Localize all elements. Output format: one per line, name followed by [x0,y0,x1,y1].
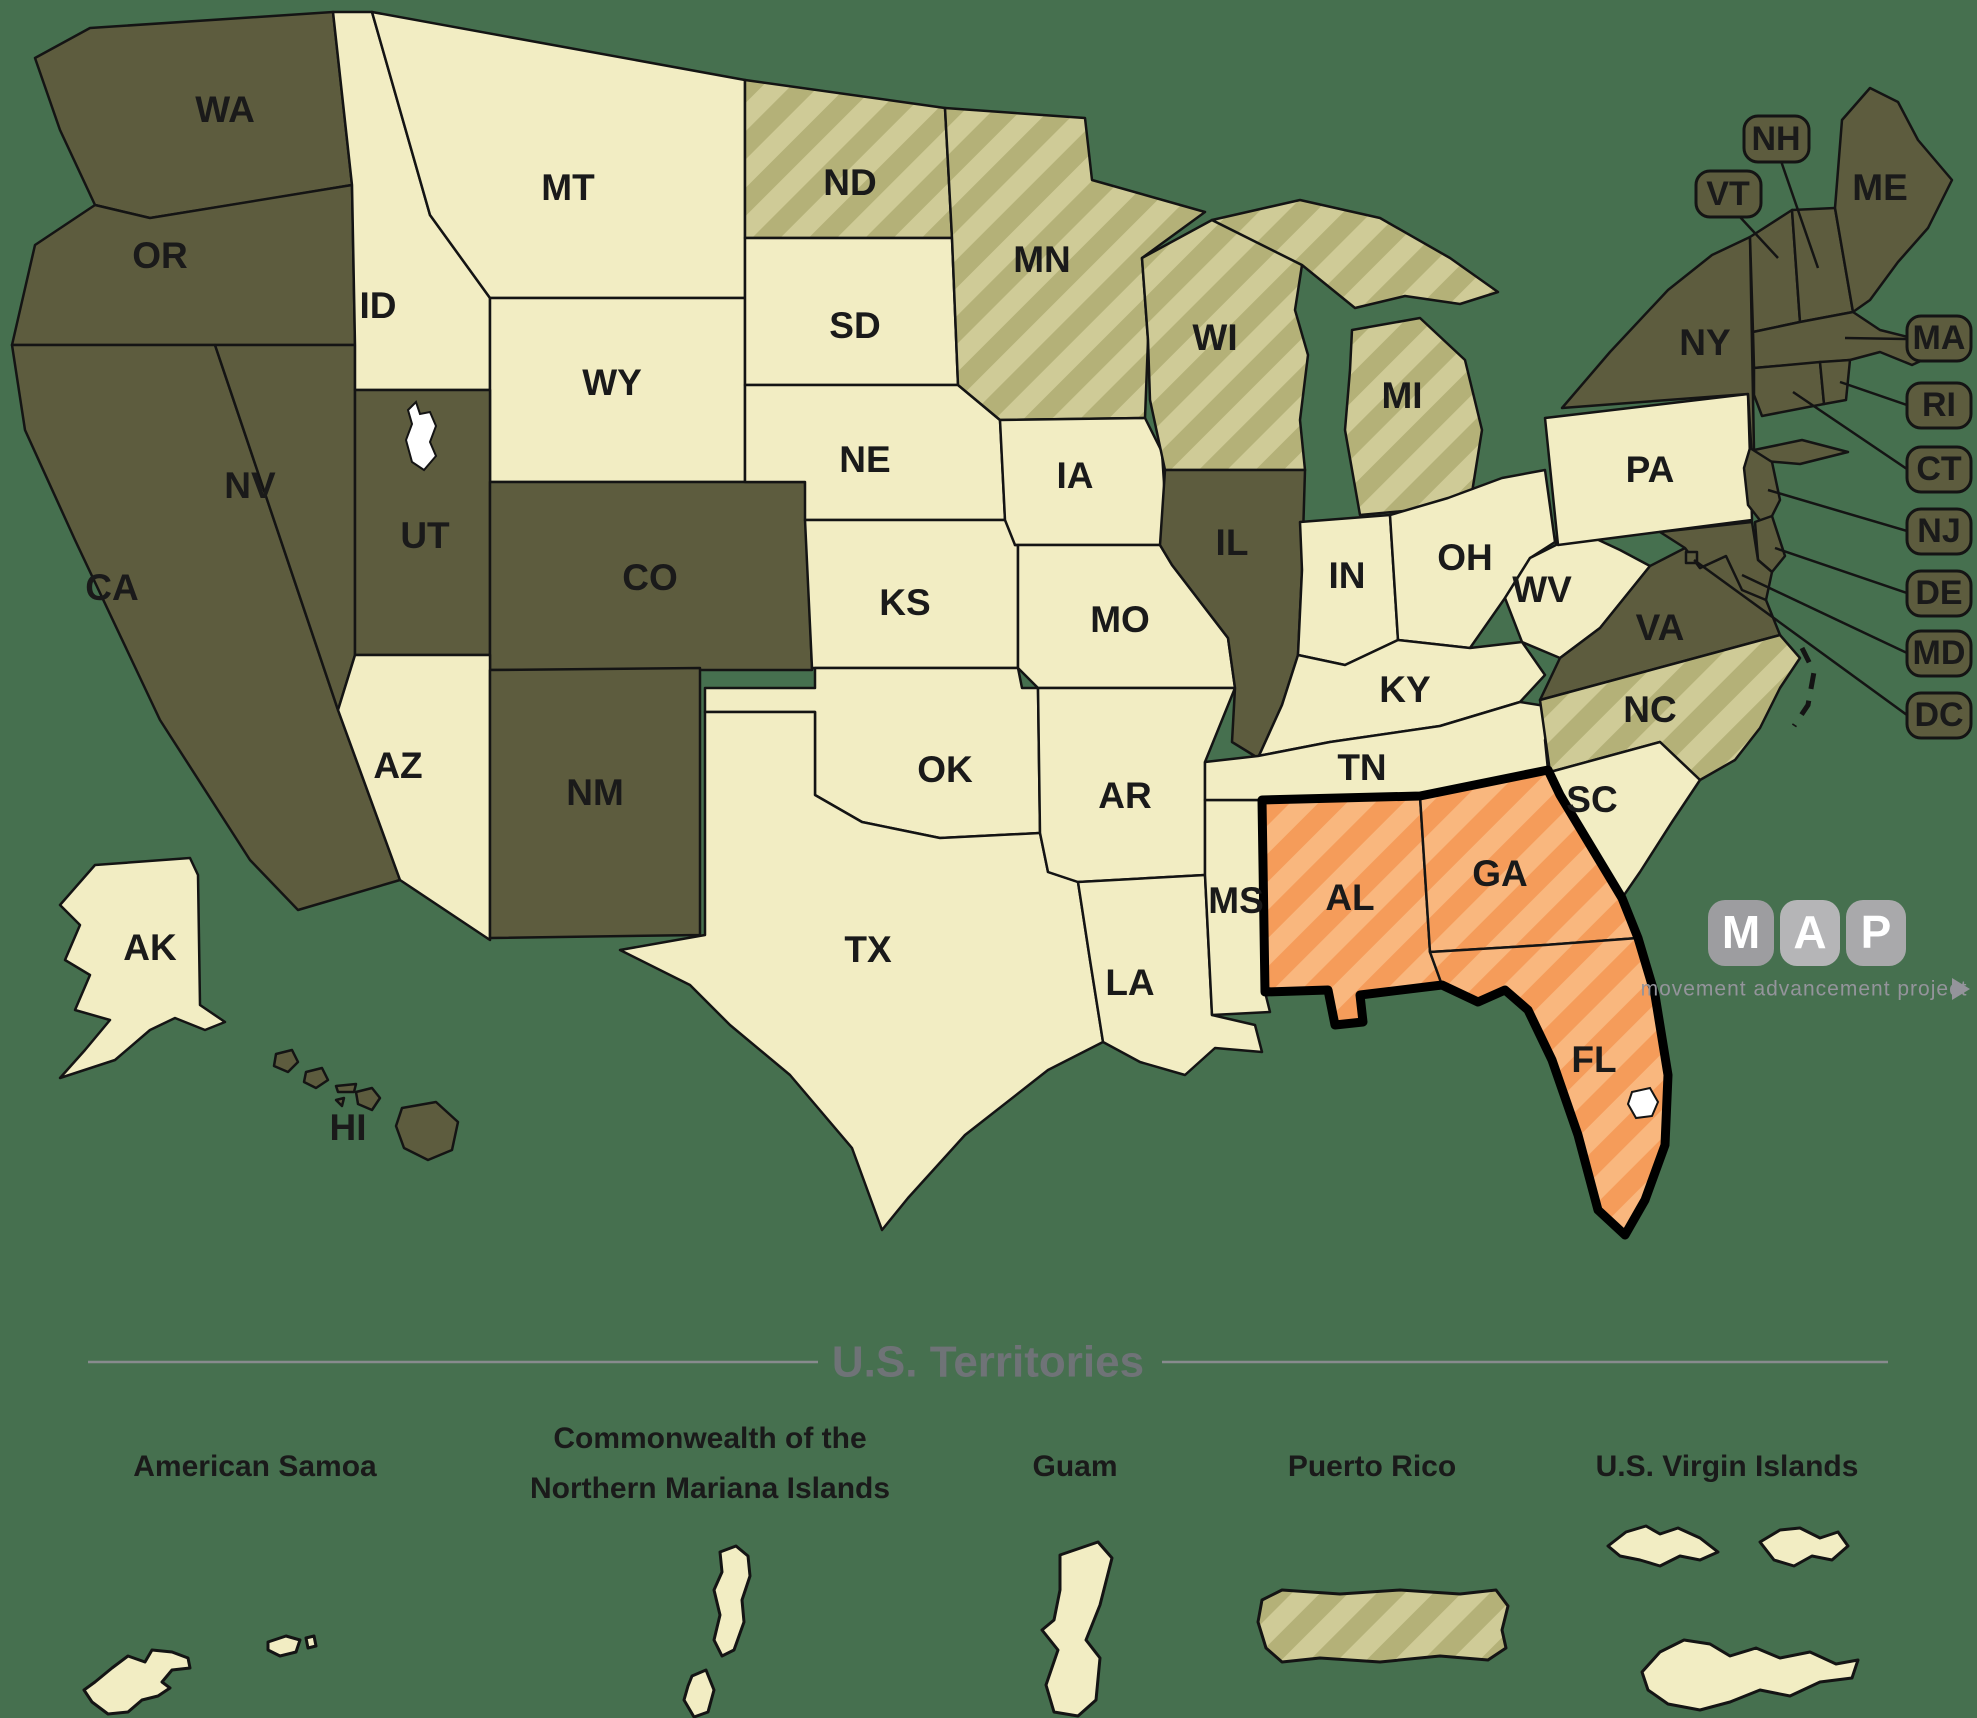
badge-ri[interactable]: RI [1905,381,1973,430]
state-ia[interactable] [998,416,1170,547]
leader-line-de [1774,546,1908,595]
state-sd[interactable] [743,236,960,387]
logo-box-p [1846,900,1906,966]
state-nm[interactable] [488,666,702,940]
badge-ri-label: RI [1922,386,1956,424]
nc-outer-banks [1791,646,1817,728]
badge-md[interactable]: MD [1905,629,1973,678]
territory-usvi[interactable] [1606,1524,1860,1712]
states-layer [10,10,1954,1240]
badge-ct[interactable]: CT [1905,445,1973,494]
territory-label-guam: Guam [1032,1450,1117,1483]
state-pa[interactable] [1543,392,1754,547]
state-me[interactable] [1833,86,1954,314]
territory-cnmi[interactable] [682,1544,752,1718]
logo-arrow-icon [1952,978,1970,1000]
great-salt-lake [404,400,438,472]
badge-nj[interactable]: NJ [1905,507,1973,556]
logo-letter-p: P [1861,906,1892,958]
badge-dc[interactable]: DC [1905,691,1973,740]
badge-ct-label: CT [1916,450,1962,488]
state-tx[interactable] [618,710,1105,1232]
leader-line-ri [1839,380,1908,407]
territory-guam[interactable] [1040,1540,1114,1718]
state-ct[interactable] [1752,360,1826,418]
state-hi[interactable] [272,1048,460,1162]
badge-vt-label: VT [1706,175,1750,213]
badge-nh-label: NH [1751,120,1800,158]
badge-nh[interactable]: NH [1742,114,1811,164]
territory-label-cnmi-line2: Northern Mariana Islands [530,1472,890,1505]
state-label-hi: HI [330,1107,367,1148]
state-mi[interactable] [1343,316,1484,517]
badge-nj-label: NJ [1917,512,1960,550]
territory-label-american-samoa: American Samoa [133,1450,377,1483]
state-ri[interactable] [1818,358,1852,406]
territory-label-usvi: U.S. Virgin Islands [1596,1450,1859,1483]
territory-label-puerto-rico: Puerto Rico [1288,1450,1456,1483]
state-wv[interactable] [1503,504,1652,660]
logo-box-a [1780,900,1840,966]
badge-md-label: MD [1913,634,1966,672]
state-mi-up[interactable] [1210,198,1500,310]
territory-label-cnmi-line1: Commonwealth of the [553,1422,866,1455]
state-wy[interactable] [488,296,747,484]
state-ak[interactable] [58,856,227,1080]
leader-line-vt [1739,216,1779,259]
state-fl[interactable] [1428,936,1670,1237]
badge-de-label: DE [1915,574,1962,612]
logo-box-m [1708,900,1774,966]
badge-dc-label: DC [1914,696,1963,734]
leader-line-ma [1844,336,1908,341]
badge-de[interactable]: DE [1905,569,1973,618]
leader-line-md [1741,573,1908,655]
state-badges: NH VT MA RI CT NJ DE MD [1694,114,1973,740]
highlight-outline-al-ga-fl [1257,765,1673,1240]
state-dc[interactable] [1684,550,1699,565]
state-wi[interactable] [1140,218,1310,472]
badge-ma[interactable]: MA [1905,314,1973,363]
leader-line-dc [1693,558,1908,717]
logo-letter-m: M [1722,906,1760,958]
state-ks[interactable] [803,518,1020,670]
state-co[interactable] [488,480,814,672]
state-nd[interactable] [743,78,954,240]
territories-section: U.S. Territories American Samoa Commonwe… [82,1338,1888,1718]
state-wa[interactable] [33,10,354,220]
leader-lines [1693,160,1908,717]
logo-letter-a: A [1793,906,1826,958]
leader-line-nh [1779,160,1820,269]
state-in[interactable] [1296,513,1400,667]
leader-line-nj [1767,488,1908,533]
lake-okeechobee [1626,1086,1660,1120]
territory-puerto-rico[interactable] [1256,1588,1510,1664]
logo-tagline: movement advancement project [1641,978,1968,1001]
map-logo: M A P movement advancement project [1641,900,1970,1001]
badge-ma-label: MA [1913,319,1966,357]
badge-vt[interactable]: VT [1694,169,1763,219]
territory-american-samoa[interactable] [82,1634,318,1716]
territories-heading: U.S. Territories [832,1338,1144,1387]
state-az[interactable] [336,653,492,942]
leader-line-ct [1792,390,1908,471]
